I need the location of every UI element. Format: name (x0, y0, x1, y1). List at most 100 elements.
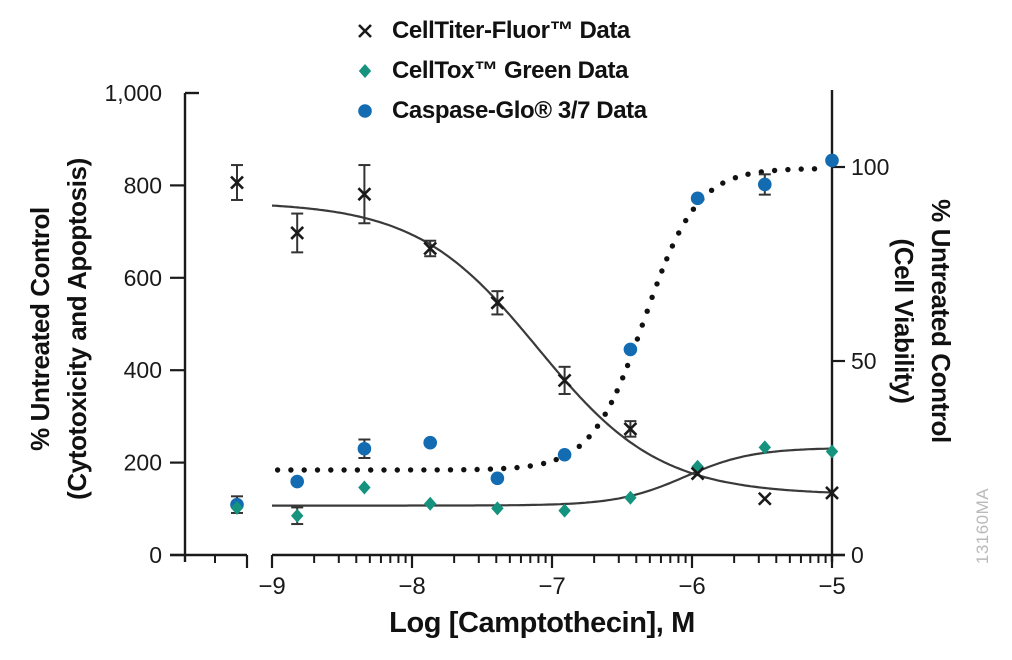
x-tick-label: −6 (678, 573, 705, 600)
fit-curve-dot (368, 467, 374, 473)
fit-curve-dot (654, 281, 660, 287)
x-data-marker (690, 466, 705, 481)
fit-curve-dot (527, 463, 533, 469)
fit-curve-dot (639, 322, 645, 328)
legend-item-celltiter: CellTiter-Fluor™ Data (338, 11, 647, 51)
x-tick-label: −9 (258, 573, 285, 600)
fit-curve-dot (314, 467, 321, 473)
left-axis-title-line1: % Untreated Control (25, 207, 55, 451)
fit-curve-dot (669, 243, 676, 249)
x-data-marker (490, 295, 505, 310)
fit-curve-dot (649, 294, 655, 300)
diamond-data-marker (691, 459, 704, 474)
fit-curve-dot (690, 206, 697, 212)
x-axis-title: Log [Camptothecin], M (389, 607, 695, 639)
x-data-marker (557, 373, 572, 388)
fit-curve-dot (381, 467, 387, 473)
fit-curve-dot (811, 166, 818, 172)
fit-curve-dot (540, 460, 547, 467)
circle-data-marker (557, 447, 572, 462)
fit-curve-dot (614, 388, 620, 394)
fit-curve-dot (676, 230, 682, 236)
legend-label: CellTiter-Fluor™ Data (392, 17, 630, 44)
diamond-data-marker (558, 503, 571, 518)
fit-curve-dot (421, 467, 427, 473)
fit-curve-dot (758, 169, 764, 175)
legend-label: CellTox™ Green Data (392, 57, 629, 84)
x-legend-glyph (358, 24, 372, 38)
diamond-data-marker (291, 508, 304, 523)
left-tick-label: 1,000 (104, 80, 162, 106)
diamond-data-marker (624, 490, 637, 505)
fit-curve-dot (732, 175, 739, 181)
fit-curve-dot (664, 256, 670, 262)
right-tick-label: 100 (851, 154, 889, 180)
diamond-data-marker (358, 480, 371, 495)
circle-data-marker (758, 177, 772, 192)
circle-data-marker (290, 474, 305, 489)
legend-item-caspase: Caspase-Glo® 3/7 Data (338, 91, 647, 131)
fit-curve-dot (586, 434, 592, 440)
circle-data-marker (357, 441, 372, 456)
x-data-marker (230, 175, 244, 190)
fit-curve-dot (434, 467, 440, 473)
fit-curve-dot (394, 467, 400, 473)
x-data-marker (825, 486, 839, 500)
axes: 0 200 400 600 800 1,000 0 50 100 −9 −8 −7 −6 −5 (104, 80, 889, 600)
right-axis-title-line2: (Cell Viability) (889, 238, 919, 404)
fit-curve-dot (328, 467, 334, 473)
fit-curve-dot (683, 217, 689, 224)
fit-curve-dot (608, 399, 615, 406)
fit-curve-dot (487, 466, 494, 472)
fit-curves (271, 166, 833, 507)
fit-curve-dot (620, 375, 626, 381)
diamond-marker-icon (338, 56, 392, 86)
circle-data-marker (490, 471, 505, 486)
fit-curve-dot (594, 423, 601, 429)
fit-curve-solid (271, 204, 833, 494)
series-diamond (230, 440, 839, 526)
fit-curve-dot (785, 166, 791, 173)
fit-curve-dot (553, 456, 559, 463)
fit-curve-dot (602, 411, 608, 417)
left-tick-label: 600 (124, 265, 162, 291)
x-tick-label: −7 (538, 573, 565, 600)
fit-curve-dot (514, 464, 520, 471)
x-data-marker (357, 187, 372, 202)
series-x (230, 164, 839, 506)
diamond-data-marker (491, 501, 504, 516)
left-tick-label: 800 (124, 172, 162, 198)
fit-curve-solid (272, 447, 832, 507)
fit-curve-dot (576, 443, 582, 449)
fit-curve-dot (634, 336, 641, 342)
fit-curve-dot (624, 362, 631, 369)
fit-curve-dot (461, 467, 467, 473)
diamond-data-marker (424, 496, 437, 511)
circle-marker-icon (338, 96, 392, 126)
legend-label: Caspase-Glo® 3/7 Data (392, 97, 647, 124)
fit-curve-dot (720, 180, 726, 186)
fit-curve-dot (288, 467, 294, 473)
right-tick-label: 0 (851, 542, 864, 568)
fit-curve-dot (447, 467, 454, 473)
left-tick-label: 0 (149, 542, 162, 568)
right-axis-title: % Untreated Control (Cell Viability) (885, 11, 959, 631)
fit-curve-dot (341, 467, 347, 473)
series-circle (230, 153, 839, 514)
circle-data-marker (825, 153, 839, 168)
fit-curve-dot (501, 465, 507, 472)
diamond-data-marker (230, 500, 244, 515)
fit-curve-dot (354, 467, 361, 473)
fit-curve-dot (474, 466, 480, 473)
fit-curve-dot (644, 308, 650, 314)
diamond-data-marker (825, 444, 839, 459)
circle-legend-glyph (358, 104, 372, 118)
circle-data-marker (423, 435, 438, 450)
legend: CellTiter-Fluor™ Data CellTox™ Green Dat… (338, 11, 647, 131)
fit-curve-dot (771, 167, 778, 174)
fit-curve-dot (407, 467, 414, 473)
x-data-marker (290, 226, 305, 240)
fit-curve-dot (301, 467, 307, 473)
